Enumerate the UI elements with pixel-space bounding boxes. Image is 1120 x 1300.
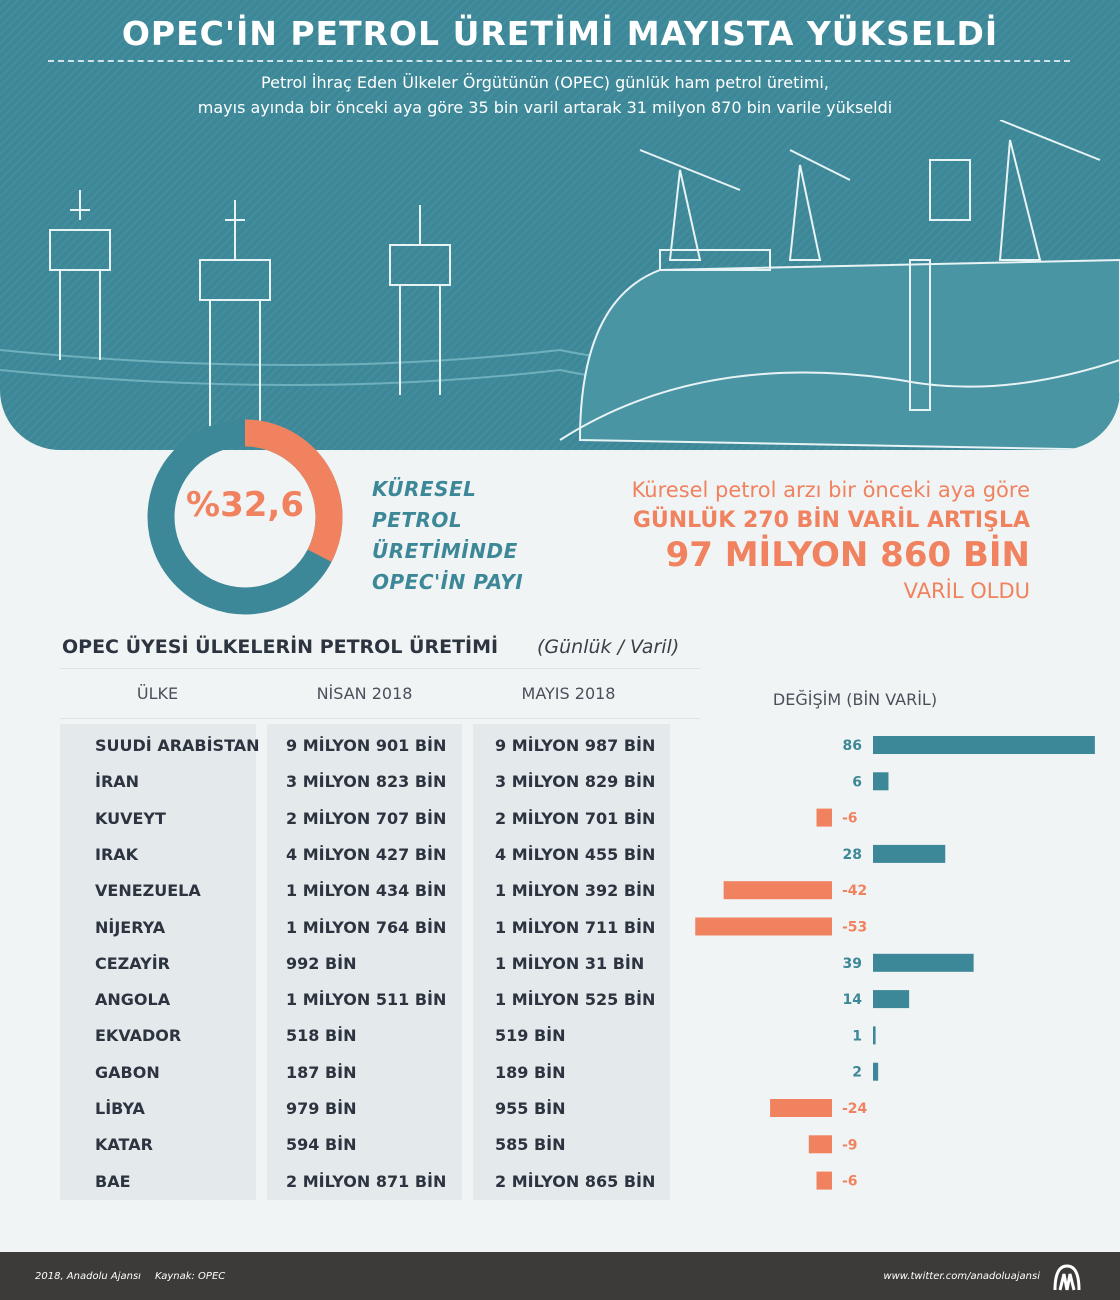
footer: 2018, Anadolu Ajansı Kaynak: OPEC www.tw…	[0, 1252, 1120, 1300]
column-header-april: NİSAN 2018	[316, 684, 413, 703]
cell-april: 979 BİN	[286, 1099, 357, 1118]
aa-logo	[1052, 1262, 1082, 1297]
supply-line-3: 97 MİLYON 860 BİN	[665, 535, 1030, 575]
table-row: GABON 187 BİN 189 BİN	[0, 1054, 1120, 1090]
cell-country: SUUDİ ARABİSTAN	[95, 736, 260, 755]
cell-may: 585 BİN	[495, 1135, 566, 1155]
cell-may: 3 MİLYON 829 BİN	[495, 772, 656, 792]
share-label-line: OPEC'İN PAYI	[372, 570, 524, 594]
share-label-line: ÜRETİMİNDE	[372, 539, 518, 563]
page-title: OPEC'İN PETROL ÜRETİMİ MAYISTA YÜKSELDİ	[121, 14, 999, 53]
cell-april: 518 BİN	[286, 1026, 357, 1046]
cell-april: 594 BİN	[286, 1135, 357, 1155]
supply-line-4: VARİL OLDU	[903, 579, 1030, 603]
share-donut	[147, 419, 343, 615]
cell-country: KUVEYT	[95, 808, 166, 828]
cell-country: GABON	[95, 1062, 160, 1082]
cell-country: IRAK	[95, 844, 139, 864]
divider	[60, 668, 700, 669]
pumpjacks	[639, 120, 1101, 411]
cell-may: 2 MİLYON 865 BİN	[495, 1171, 656, 1191]
cell-country: BAE	[95, 1171, 131, 1191]
donut-opec-slice	[147, 419, 343, 615]
cell-may: 519 BİN	[495, 1026, 566, 1046]
table-row: NİJERYA 1 MİLYON 764 BİN 1 MİLYON 711 BİN	[0, 909, 1120, 945]
subtitle: Petrol İhraç Eden Ülkeler Örgütünün (OPE…	[0, 70, 1090, 120]
cell-april: 1 MİLYON 511 BİN	[286, 990, 447, 1010]
cell-may: 1 MİLYON 711 BİN	[495, 917, 656, 937]
credit: 2018, Anadolu Ajansı	[35, 1271, 141, 1282]
divider	[48, 60, 1070, 62]
cell-country: EKVADOR	[95, 1026, 182, 1046]
column-bg	[473, 724, 670, 1200]
twitter-link[interactable]: www.twitter.com/anadoluajansi	[883, 1271, 1040, 1282]
column-header-change: DEĞİŞİM (BİN VARİL)	[772, 690, 938, 709]
table-row: LİBYA 979 BİN 955 BİN	[0, 1090, 1120, 1126]
table-row: İRAN 3 MİLYON 823 BİN 3 MİLYON 829 BİN	[0, 763, 1120, 799]
cell-april: 187 BİN	[286, 1062, 357, 1082]
table-row: CEZAYİR 992 BİN 1 MİLYON 31 BİN	[0, 945, 1120, 981]
column-header-country: ÜLKE	[136, 684, 179, 703]
cell-april: 1 MİLYON 434 BİN	[286, 881, 447, 901]
cell-may: 1 MİLYON 392 BİN	[495, 881, 656, 901]
global-supply-callout: Küresel petrol arzı bir önceki aya göre …	[632, 478, 1030, 603]
table-row: VENEZUELA 1 MİLYON 434 BİN 1 MİLYON 392 Bİ…	[0, 872, 1120, 908]
cell-may: 2 MİLYON 701 BİN	[495, 808, 656, 828]
cell-april: 992 BİN	[286, 953, 357, 973]
share-label-line: PETROL	[372, 508, 463, 532]
column-bg	[267, 724, 462, 1200]
divider	[60, 718, 700, 719]
cell-april: 2 MİLYON 871 BİN	[286, 1171, 447, 1191]
table-row: EKVADOR 518 BİN 519 BİN	[0, 1017, 1120, 1053]
cell-country: ANGOLA	[95, 990, 171, 1010]
cell-may: 1 MİLYON 525 BİN	[495, 990, 656, 1010]
cell-country: KATAR	[95, 1135, 153, 1155]
cell-may: 1 MİLYON 31 BİN	[495, 953, 645, 973]
cell-country: NİJERYA	[95, 917, 166, 937]
subtitle-line-2: mayıs ayında bir önceki aya göre 35 bin …	[197, 98, 893, 117]
cell-country: VENEZUELA	[95, 881, 201, 901]
cell-april: 9 MİLYON 901 BİN	[286, 736, 447, 755]
source: Kaynak: OPEC	[155, 1271, 226, 1282]
supply-line-2: GÜNLÜK 270 BİN VARİL ARTIŞLA	[632, 508, 1030, 533]
table-row: KUVEYT 2 MİLYON 707 BİN 2 MİLYON 701 BİN	[0, 800, 1120, 836]
share-label: KÜRESEL PETROL ÜRETİMİNDE OPEC'İN PAYI	[372, 474, 523, 598]
cell-april: 4 MİLYON 427 BİN	[286, 844, 447, 864]
subtitle-line-1: Petrol İhraç Eden Ülkeler Örgütünün (OPE…	[261, 73, 829, 92]
column-bg	[60, 724, 256, 1200]
offshore-platform	[49, 190, 111, 360]
table-title: OPEC ÜYESİ ÜLKELERİN PETROL ÜRETİMİ	[62, 636, 499, 658]
cell-country: LİBYA	[95, 1099, 145, 1118]
cell-may: 955 BİN	[495, 1099, 566, 1118]
table-row: KATAR 594 BİN 585 BİN	[0, 1126, 1120, 1162]
cell-april: 3 MİLYON 823 BİN	[286, 772, 447, 792]
table-row: BAE 2 MİLYON 871 BİN 2 MİLYON 865 BİN	[0, 1163, 1120, 1199]
cell-country: CEZAYİR	[95, 953, 170, 973]
cell-country: İRAN	[95, 772, 140, 792]
cell-april: 2 MİLYON 707 BİN	[286, 808, 447, 828]
cell-may: 9 MİLYON 987 BİN	[495, 736, 656, 755]
oil-rigs-illustration	[0, 120, 1120, 450]
share-value: %32,6	[186, 485, 304, 525]
table-unit: (Günlük / Varil)	[537, 636, 680, 658]
share-label-line: KÜRESEL	[372, 477, 477, 501]
column-header-may: MAYIS 2018	[521, 684, 616, 703]
cell-april: 1 MİLYON 764 BİN	[286, 917, 447, 937]
header-banner: OPEC'İN PETROL ÜRETİMİ MAYISTA YÜKSELDİ …	[0, 0, 1120, 450]
table-row: ANGOLA 1 MİLYON 511 BİN 1 MİLYON 525 BİN	[0, 981, 1120, 1017]
supply-line-1: Küresel petrol arzı bir önceki aya göre	[631, 478, 1030, 502]
table-row: SUUDİ ARABİSTAN 9 MİLYON 901 BİN 9 MİLYON …	[0, 727, 1120, 763]
table-row: IRAK 4 MİLYON 427 BİN 4 MİLYON 455 BİN	[0, 836, 1120, 872]
cell-may: 4 MİLYON 455 BİN	[495, 844, 656, 864]
cell-may: 189 BİN	[495, 1062, 566, 1082]
